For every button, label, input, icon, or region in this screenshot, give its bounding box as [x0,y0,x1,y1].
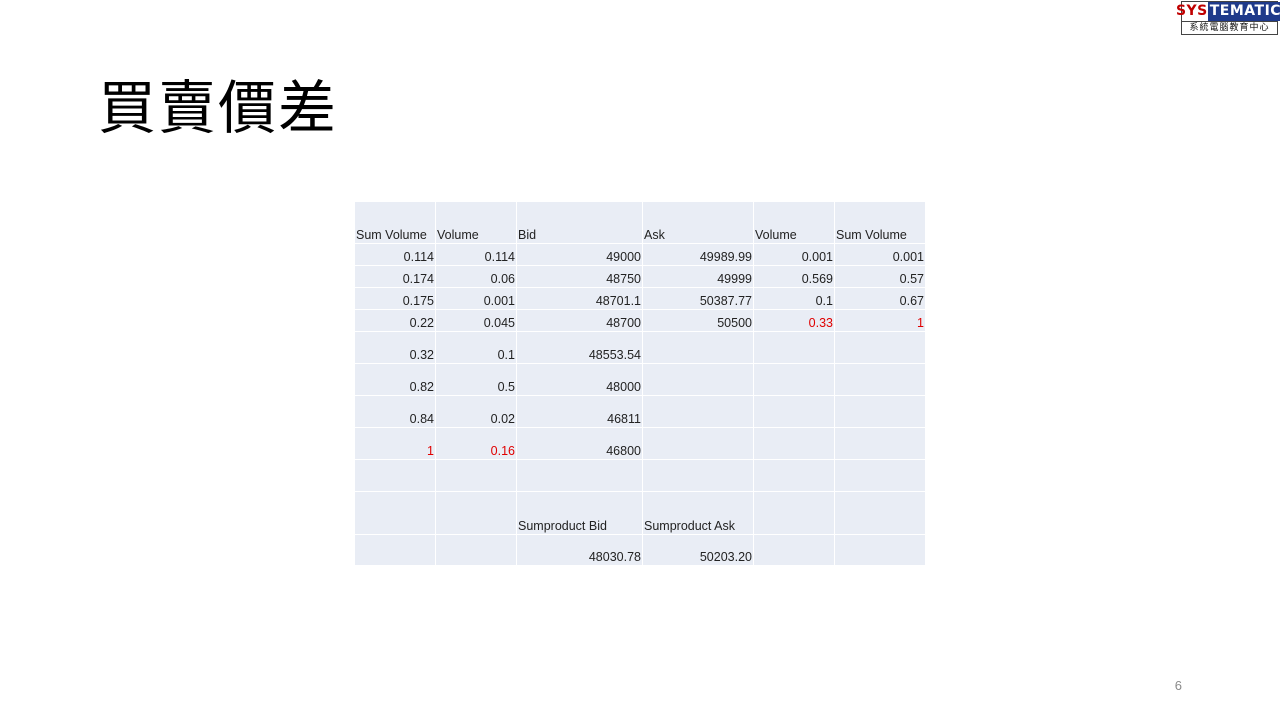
header-bid: Bid [516,201,643,244]
table-cell [435,491,517,535]
table-cell [435,459,517,492]
table-cell [834,363,926,396]
highlighted-cell: 0.16 [435,427,517,460]
table-row: 0.84 0.02 46811 [354,395,926,428]
table-cell [642,363,754,396]
table-cell [642,459,754,492]
table-row: 0.82 0.5 48000 [354,363,926,396]
table-cell [753,331,835,364]
table-cell: 49989.99 [642,243,754,266]
table-cell [753,395,835,428]
table-cell [834,395,926,428]
header-volume-ask: Volume [753,201,835,244]
logo-part-sys: SYS [1175,3,1208,19]
table-cell: 0.82 [354,363,436,396]
table-cell: 49999 [642,265,754,288]
header-ask: Ask [642,201,754,244]
systematic-logo: SYS TEMATIC 系統電腦教育中心 [1176,1,1280,35]
table-row: 0.32 0.1 48553.54 [354,331,926,364]
table-row: 0.175 0.001 48701.1 50387.77 0.1 0.67 [354,287,926,310]
highlighted-cell: 1 [834,309,926,332]
table-cell [753,363,835,396]
slide-title: 買賣價差 [98,74,339,142]
header-sum-volume-bid: Sum Volume [354,201,436,244]
table-cell: 0.57 [834,265,926,288]
table-cell: 48000 [516,363,643,396]
table-cell: 0.045 [435,309,517,332]
logo-part-tematic: TEMATIC [1207,2,1280,21]
table-cell: 0.114 [435,243,517,266]
table-cell: 46811 [516,395,643,428]
table-cell: 50500 [642,309,754,332]
table-cell: 48750 [516,265,643,288]
highlighted-cell: 1 [354,427,436,460]
bid-ask-table: Sum Volume Volume Bid Ask Volume Sum Vol… [354,201,926,566]
table-cell: 0.174 [354,265,436,288]
sumproduct-bid-label: Sumproduct Bid [516,491,643,535]
table-cell: 0.22 [354,309,436,332]
table-cell [834,331,926,364]
table-cell [642,331,754,364]
table-cell [354,491,436,535]
table-row: 0.174 0.06 48750 49999 0.569 0.57 [354,265,926,288]
table-cell: 0.175 [354,287,436,310]
table-cell: 49000 [516,243,643,266]
table-cell: 0.67 [834,287,926,310]
sumproduct-ask-value: 50203.20 [642,534,754,566]
table-cell: 0.06 [435,265,517,288]
sumproduct-value-row: 48030.78 50203.20 [354,534,926,566]
logo-wordmark: SYS TEMATIC [1176,2,1280,21]
table-cell: 46800 [516,427,643,460]
table-cell: 48700 [516,309,643,332]
table-cell [753,459,835,492]
table-row [354,459,926,492]
table-cell: 0.569 [753,265,835,288]
table-row: 0.114 0.114 49000 49989.99 0.001 0.001 [354,243,926,266]
page-number: 6 [1174,678,1182,693]
table-cell [435,534,517,566]
table-cell [753,534,835,566]
header-sum-volume-ask: Sum Volume [834,201,926,244]
table-cell [753,491,835,535]
table-cell: 48701.1 [516,287,643,310]
table-cell: 0.001 [753,243,835,266]
table-cell [516,459,643,492]
sumproduct-label-row: Sumproduct Bid Sumproduct Ask [354,491,926,535]
table-cell: 0.001 [435,287,517,310]
table-cell: 0.84 [354,395,436,428]
table-cell: 48553.54 [516,331,643,364]
table-cell: 0.5 [435,363,517,396]
logo-subtitle: 系統電腦教育中心 [1182,21,1277,35]
table-cell [354,459,436,492]
table-header-row: Sum Volume Volume Bid Ask Volume Sum Vol… [354,201,926,244]
table-cell [834,534,926,566]
table-cell [834,427,926,460]
sumproduct-bid-value: 48030.78 [516,534,643,566]
table-cell: 0.1 [435,331,517,364]
highlighted-cell: 0.33 [753,309,835,332]
table-cell: 0.001 [834,243,926,266]
table-row: 0.22 0.045 48700 50500 0.33 1 [354,309,926,332]
table-row: 1 0.16 46800 [354,427,926,460]
table-cell [834,459,926,492]
table-cell: 0.32 [354,331,436,364]
table-cell: 0.1 [753,287,835,310]
table-cell [834,491,926,535]
table-cell [642,427,754,460]
table-cell [354,534,436,566]
table-cell: 0.114 [354,243,436,266]
header-volume-bid: Volume [435,201,517,244]
sumproduct-ask-label: Sumproduct Ask [642,491,754,535]
table-cell: 50387.77 [642,287,754,310]
table-cell: 0.02 [435,395,517,428]
table-cell [642,395,754,428]
table-cell [753,427,835,460]
